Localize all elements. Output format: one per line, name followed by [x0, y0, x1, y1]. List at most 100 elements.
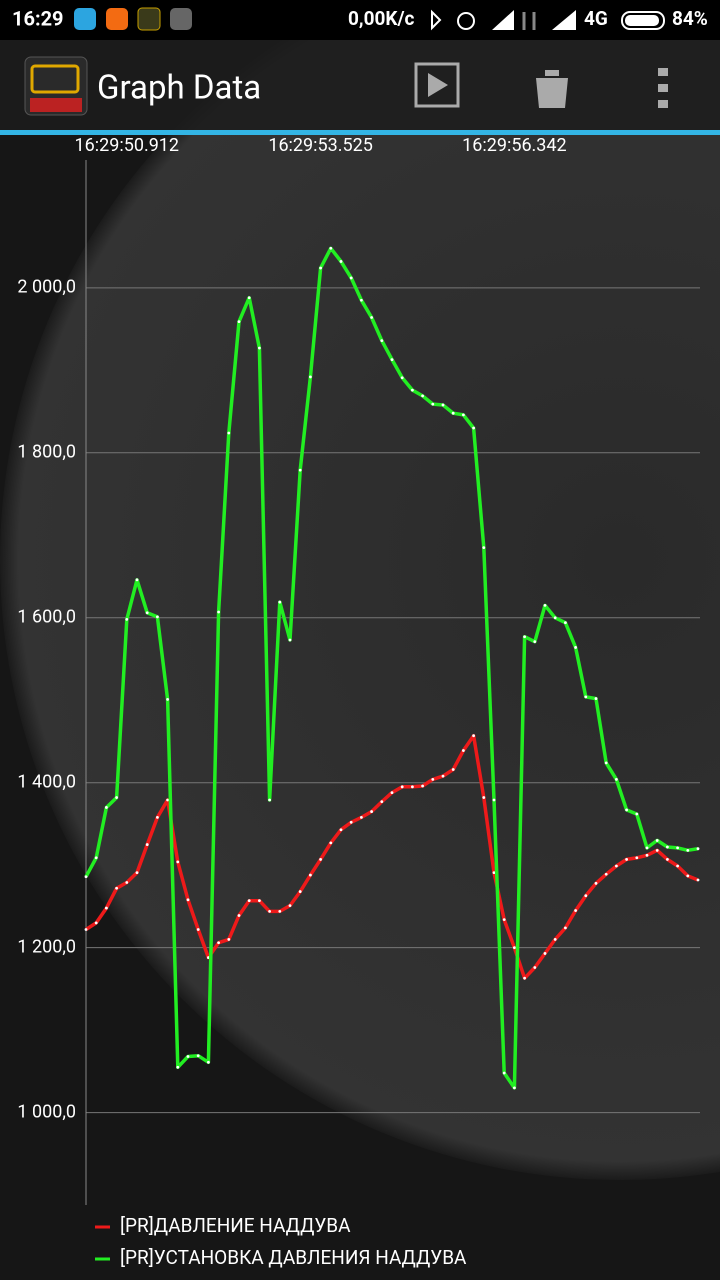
data-point [666, 858, 669, 861]
data-point [94, 856, 98, 860]
battery-level [625, 15, 659, 26]
data-point [584, 695, 588, 699]
data-point [400, 376, 404, 380]
data-point [278, 909, 282, 913]
data-point [145, 843, 149, 846]
telegram-icon [74, 8, 96, 30]
background-moon [0, 0, 720, 1180]
data-point [156, 815, 159, 819]
data-point [523, 976, 526, 980]
x-tick-label: 16:29:56.342 [462, 135, 567, 156]
data-point [604, 872, 608, 876]
data-point [166, 798, 170, 802]
data-point [380, 800, 384, 804]
data-point [145, 611, 149, 615]
data-point [186, 898, 190, 902]
data-point [615, 864, 618, 868]
data-point [94, 921, 98, 925]
data-point [451, 768, 455, 771]
data-point [186, 1055, 190, 1058]
data-point [349, 820, 353, 824]
play-button[interactable] [414, 62, 460, 108]
data-point [319, 266, 322, 270]
signal-icon-2 [552, 10, 576, 30]
data-point [421, 784, 424, 788]
data-point [492, 798, 496, 802]
data-point [513, 946, 516, 950]
data-point [472, 734, 475, 738]
data-point [635, 856, 639, 860]
data-point [105, 806, 108, 809]
battery-icon [621, 11, 665, 30]
alarm-icon [457, 12, 475, 30]
data-point [227, 938, 231, 941]
data-point [502, 918, 506, 922]
y-tick-label: 1 800,0 [17, 442, 76, 463]
data-point [196, 928, 200, 931]
data-point [441, 774, 445, 778]
data-point [135, 871, 139, 875]
delete-button[interactable] [536, 70, 568, 108]
data-point [288, 904, 292, 908]
data-point [574, 909, 577, 912]
app-icon [170, 8, 192, 30]
data-point [543, 952, 547, 955]
data-point [227, 431, 231, 435]
data-point [584, 894, 588, 898]
data-point [115, 796, 118, 799]
data-point [156, 615, 159, 619]
network-speed: 0,00K/c [348, 7, 415, 30]
data-point [176, 860, 180, 864]
data-point [543, 603, 547, 607]
data-point [84, 928, 88, 931]
overflow-menu[interactable] [658, 68, 668, 108]
data-point [370, 316, 373, 319]
data-point [553, 938, 557, 941]
data-point [298, 468, 302, 472]
data-point [553, 616, 557, 620]
data-point [462, 749, 465, 752]
legend-label: [PR]УСТАНОВКА ДАВЛЕНИЯ НАДДУВА [120, 1246, 467, 1269]
data-point [339, 260, 343, 263]
app-bar [0, 40, 720, 132]
mi-icon [106, 8, 128, 30]
data-point [258, 346, 261, 350]
data-point [339, 828, 343, 832]
logo-engine [30, 64, 80, 94]
data-point [564, 621, 567, 625]
y-tick-label: 2 000,0 [17, 277, 76, 298]
data-point [309, 375, 312, 379]
network-type: 4G [584, 7, 608, 30]
data-point [564, 926, 567, 930]
y-tick-label: 1 600,0 [17, 607, 76, 628]
data-point [533, 640, 537, 644]
data-point [676, 846, 679, 850]
data-point [380, 339, 384, 343]
data-point [105, 906, 108, 910]
data-point [594, 881, 598, 885]
y-tick-label: 1 000,0 [17, 1101, 76, 1122]
obd-icon [137, 7, 161, 31]
data-point [676, 864, 679, 868]
data-point [431, 778, 435, 781]
data-point [115, 886, 118, 890]
data-point [400, 785, 404, 789]
data-point [390, 791, 394, 795]
data-point [329, 841, 333, 845]
data-point [278, 600, 282, 604]
data-icon [522, 12, 536, 30]
data-point [288, 638, 292, 642]
x-tick-label: 16:29:50.912 [75, 135, 180, 156]
data-point [298, 890, 302, 893]
play-icon [428, 73, 448, 97]
data-point [237, 320, 241, 324]
data-point [125, 881, 129, 884]
data-point [370, 810, 373, 813]
chart: 1 000,0 1 200,0 1 400,0 1 600,0 1 800,0 2 000… [17, 135, 700, 1269]
data-point [533, 966, 537, 969]
data-point [666, 845, 669, 849]
status-time: 16:29 [12, 6, 64, 30]
